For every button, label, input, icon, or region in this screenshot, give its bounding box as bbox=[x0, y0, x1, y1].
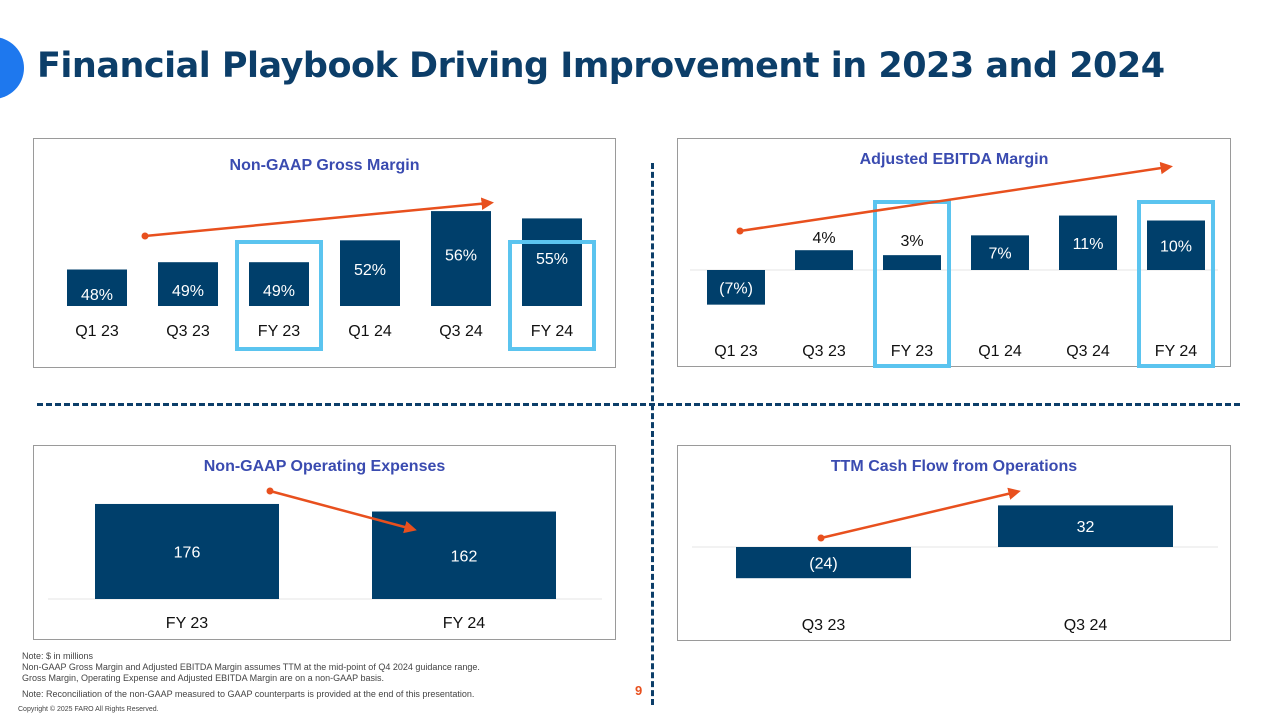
category-label-gross_margin-3: Q1 24 bbox=[348, 323, 392, 340]
trend-arrow-ebitda_margin bbox=[739, 161, 1173, 233]
copyright: Copyright © 2025 FARO All Rights Reserve… bbox=[18, 706, 159, 713]
note-basis: Gross Margin, Operating Expense and Adju… bbox=[22, 673, 385, 683]
ebitda-margin-chart: (7%) Q1 23 4% Q3 23 3% FY 23 7% Q1 24 11% Q3 24 10… bbox=[690, 161, 1218, 368]
data-label-gross_margin-0: 48% bbox=[81, 287, 113, 304]
gross-margin-chart: 48% Q1 23 49% Q3 23 49% FY 23 52% Q1 24 56% Q3 24… bbox=[67, 197, 596, 351]
gross-margin-panel: Non-GAAP Gross Margin 48% Q1 23 49% Q3 23 49… bbox=[33, 138, 616, 368]
data-label-ebitda_margin-4: 11% bbox=[1073, 236, 1104, 253]
ebitda-margin-panel: Adjusted EBITDA Margin (7%) Q1 23 4% Q3 23 3… bbox=[677, 138, 1231, 368]
bar-gross_margin-3 bbox=[340, 240, 400, 306]
footnotes: Note: $ in millions Non-GAAP Gross Margi… bbox=[22, 651, 480, 700]
category-label-gross_margin-2: FY 23 bbox=[258, 323, 301, 340]
highlight-box-gross_margin-2 bbox=[235, 240, 323, 351]
category-label-ebitda_margin-1: Q3 23 bbox=[802, 343, 846, 360]
trend-arrow-gross_margin bbox=[144, 197, 494, 238]
data-label-ebitda_margin-3: 7% bbox=[988, 246, 1011, 263]
category-label-gross_margin-5: FY 24 bbox=[531, 323, 574, 340]
category-label-ebitda_margin-3: Q1 24 bbox=[978, 343, 1022, 360]
gross-margin-title: Non-GAAP Gross Margin bbox=[229, 157, 420, 174]
cash-flow-chart: (24) Q3 23 32 Q3 24 bbox=[692, 487, 1218, 634]
data-label-gross_margin-1: 49% bbox=[172, 283, 204, 300]
note-reconciliation: Note: Reconciliation of the non-GAAP mea… bbox=[22, 689, 475, 699]
bar-ebitda_margin-5 bbox=[1147, 220, 1205, 270]
horizontal-divider bbox=[37, 403, 1240, 406]
slide-title: Financial Playbook Driving Improvement i… bbox=[37, 46, 1165, 86]
bar-gross_margin-1 bbox=[158, 262, 218, 306]
category-label-ebitda_margin-2: FY 23 bbox=[891, 343, 934, 360]
data-label-ebitda_margin-0: (7%) bbox=[719, 280, 753, 297]
data-label-cash_flow-1: 32 bbox=[1077, 519, 1095, 536]
page-number: 9 bbox=[635, 683, 643, 698]
bar-operating_expenses-0 bbox=[95, 503, 279, 599]
bar-ebitda_margin-3 bbox=[971, 235, 1029, 270]
bar-gross_margin-5 bbox=[522, 218, 582, 306]
highlight-box-ebitda_margin-5 bbox=[1137, 200, 1215, 368]
cash-flow-title: TTM Cash Flow from Operations bbox=[830, 458, 1078, 475]
bar-ebitda_margin-0 bbox=[707, 270, 765, 305]
category-label-gross_margin-4: Q3 24 bbox=[439, 323, 483, 340]
bar-gross_margin-0 bbox=[67, 269, 127, 306]
note-units: Note: $ in millions bbox=[22, 651, 94, 661]
bar-cash_flow-1 bbox=[998, 505, 1173, 547]
category-label-ebitda_margin-4: Q3 24 bbox=[1066, 343, 1110, 360]
data-label-cash_flow-0: (24) bbox=[809, 556, 837, 573]
bar-ebitda_margin-2 bbox=[883, 255, 941, 270]
data-label-operating_expenses-0: 176 bbox=[174, 544, 201, 561]
cash-flow-panel: TTM Cash Flow from Operations (24) Q3 23 3… bbox=[677, 445, 1231, 641]
data-label-gross_margin-2: 49% bbox=[263, 283, 295, 300]
ebitda-margin-title: Adjusted EBITDA Margin bbox=[859, 151, 1049, 168]
bar-ebitda_margin-4 bbox=[1059, 215, 1117, 270]
category-label-ebitda_margin-0: Q1 23 bbox=[714, 343, 758, 360]
category-label-operating_expenses-1: FY 24 bbox=[443, 615, 486, 632]
highlight-box-gross_margin-5 bbox=[508, 240, 596, 351]
bar-gross_margin-4 bbox=[431, 211, 491, 306]
data-label-ebitda_margin-1: 4% bbox=[812, 230, 835, 247]
bar-cash_flow-0 bbox=[736, 547, 911, 579]
data-label-operating_expenses-1: 162 bbox=[451, 548, 478, 565]
trend-arrow-operating_expenses bbox=[269, 489, 417, 534]
bar-ebitda_margin-1 bbox=[795, 250, 853, 270]
category-label-gross_margin-0: Q1 23 bbox=[75, 323, 119, 340]
accent-circle bbox=[0, 37, 24, 99]
trend-arrow-cash_flow bbox=[820, 487, 1021, 540]
data-label-gross_margin-4: 56% bbox=[445, 248, 477, 265]
data-label-ebitda_margin-2: 3% bbox=[900, 233, 923, 250]
operating-expenses-chart: 176 FY 23 162 FY 24 bbox=[48, 487, 602, 632]
highlight-box-ebitda_margin-2 bbox=[873, 200, 951, 368]
operating-expenses-title: Non-GAAP Operating Expenses bbox=[203, 458, 446, 475]
note-ttm: Non-GAAP Gross Margin and Adjusted EBITD… bbox=[22, 662, 480, 672]
vertical-divider bbox=[651, 163, 654, 705]
data-label-gross_margin-3: 52% bbox=[354, 262, 386, 279]
data-label-ebitda_margin-5: 10% bbox=[1160, 238, 1192, 255]
data-label-gross_margin-5: 55% bbox=[536, 251, 568, 268]
category-label-ebitda_margin-5: FY 24 bbox=[1155, 343, 1198, 360]
category-label-operating_expenses-0: FY 23 bbox=[166, 615, 209, 632]
operating-expenses-panel: Non-GAAP Operating Expenses 176 FY 23 162 F… bbox=[33, 445, 616, 640]
category-label-cash_flow-1: Q3 24 bbox=[1064, 617, 1108, 634]
bar-gross_margin-2 bbox=[249, 262, 309, 306]
category-label-cash_flow-0: Q3 23 bbox=[802, 617, 846, 634]
category-label-gross_margin-1: Q3 23 bbox=[166, 323, 210, 340]
